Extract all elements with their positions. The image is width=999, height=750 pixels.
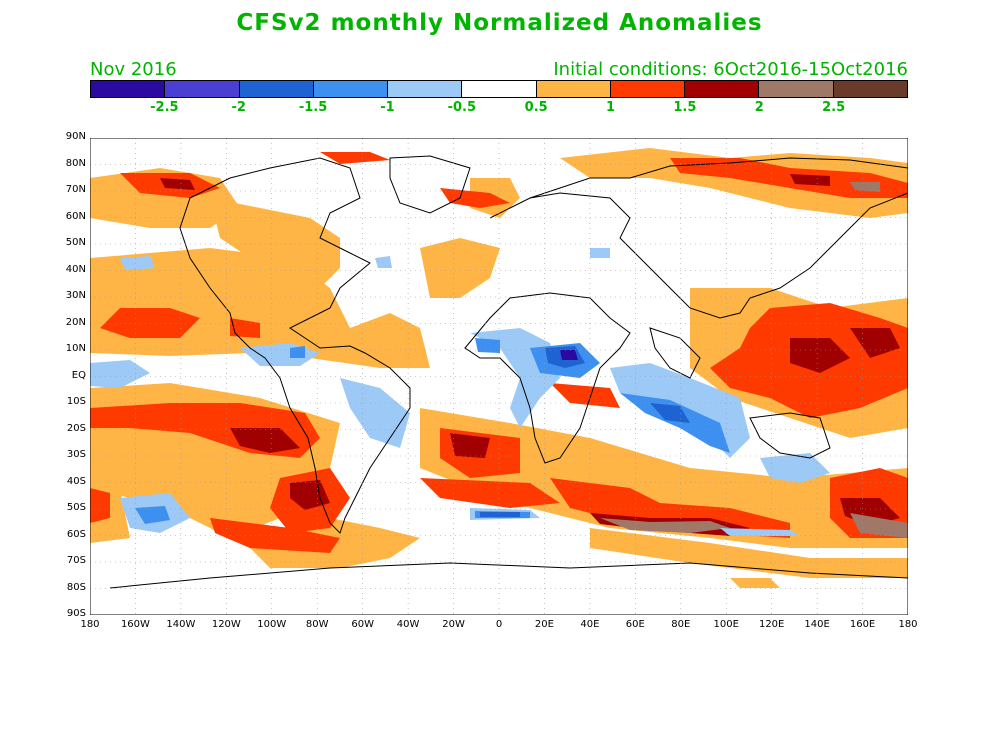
- anomaly-2-2-5: [600, 182, 908, 538]
- longitude-label: 160W: [120, 619, 150, 630]
- anomaly-neg-2-5: [560, 350, 578, 360]
- colorbar-tick-label: -1.5: [298, 100, 328, 115]
- latitude-label: 90S: [66, 608, 86, 619]
- longitude-label: 180: [898, 619, 918, 630]
- colorbar-swatch: [90, 80, 166, 98]
- colorbar-swatch: [759, 80, 834, 98]
- latitude-label: 60S: [66, 528, 86, 540]
- latitude-label: 20N: [65, 316, 86, 328]
- latitude-label: 60N: [65, 210, 86, 222]
- forecast-month: Nov 2016: [90, 59, 177, 80]
- colorbar: [90, 80, 908, 98]
- longitude-label: 0: [495, 619, 503, 630]
- longitude-label: 40E: [580, 619, 600, 630]
- longitude-label: 80E: [671, 619, 691, 630]
- latitude-label: 20S: [66, 422, 86, 434]
- colorbar-swatch: [536, 80, 611, 98]
- latitude-label: 50N: [65, 237, 86, 248]
- colorbar-swatch: [239, 80, 314, 98]
- colorbar-swatch: [388, 80, 463, 98]
- colorbar-tick-label: 2.5: [822, 100, 846, 115]
- longitude-label: 120W: [211, 619, 241, 630]
- initial-conditions: Initial conditions: 6Oct2016-15Oct2016: [553, 59, 908, 80]
- colorbar-tick-label: 1: [606, 100, 616, 115]
- longitude-label: 100E: [713, 619, 739, 630]
- colorbar-tick-label: -1: [380, 100, 395, 115]
- longitude-label: 160E: [849, 619, 876, 630]
- latitude-label: 40N: [65, 263, 86, 275]
- latitude-label: 30S: [66, 449, 86, 460]
- colorbar-swatch: [610, 80, 686, 98]
- longitude-label: 20W: [442, 619, 465, 630]
- colorbar-swatch: [833, 80, 908, 98]
- colorbar-swatch: [685, 80, 760, 98]
- colorbar-swatch: [313, 80, 389, 98]
- colorbar-tick-label: 2: [754, 100, 764, 115]
- longitude-label: 120E: [758, 619, 785, 630]
- colorbar-tick-label: -2: [231, 100, 246, 115]
- latitude-label: 10N: [65, 343, 86, 354]
- latitude-label: EQ: [71, 369, 86, 381]
- longitude-label: 40W: [396, 619, 420, 630]
- longitude-label: 80W: [305, 619, 329, 630]
- latitude-label: 70N: [65, 184, 86, 195]
- colorbar-swatch: [165, 80, 240, 98]
- latitude-label: 40S: [66, 475, 86, 487]
- longitude-label: 60E: [625, 619, 645, 630]
- latitude-label: 80N: [65, 157, 86, 169]
- colorbar-swatch: [462, 80, 537, 98]
- longitude-label: 180: [80, 619, 100, 630]
- chart-title: CFSv2 monthly Normalized Anomalies: [236, 10, 763, 36]
- longitude-label: 140E: [804, 619, 830, 630]
- longitude-label: 100W: [257, 619, 287, 630]
- latitude-label: 80S: [66, 581, 86, 593]
- colorbar-tick-label: -0.5: [447, 100, 477, 115]
- anomaly-fields: [90, 148, 908, 588]
- longitude-label: 60W: [351, 619, 374, 630]
- longitude-label: 20E: [534, 619, 554, 630]
- colorbar-tick-label: 1.5: [673, 100, 697, 115]
- latitude-label: 30N: [65, 290, 86, 301]
- latitude-label: 90N: [65, 131, 86, 142]
- latitude-label: 50S: [66, 502, 86, 513]
- longitude-label: 140W: [166, 619, 196, 630]
- anomaly-map: [90, 138, 908, 615]
- latitude-label: 10S: [66, 396, 86, 407]
- colorbar-tick-label: 0.5: [524, 100, 548, 115]
- colorbar-tick-label: -2.5: [150, 100, 179, 115]
- latitude-label: 70S: [66, 555, 86, 566]
